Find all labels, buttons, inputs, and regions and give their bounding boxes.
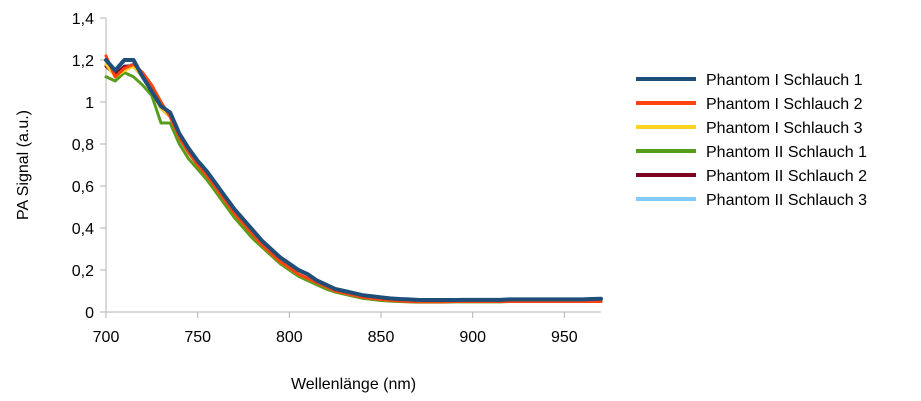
legend-label-3: Phantom I Schlauch 3	[706, 120, 863, 137]
y-tick-label: 1	[85, 95, 94, 112]
y-tick-label: 1,4	[72, 11, 94, 28]
legend-label-4: Phantom II Schlauch 1	[706, 144, 867, 161]
x-tick-label: 850	[368, 329, 395, 346]
y-axis-title: PA Signal (a.u.)	[15, 110, 32, 220]
y-axis-ticks: 0 0,2 0,4 0,6 0,8 1 1,2 1,4	[72, 11, 106, 322]
legend-label-5: Phantom II Schlauch 2	[706, 168, 867, 185]
axes	[100, 18, 601, 313]
legend: Phantom I Schlauch 1 Phantom I Schlauch 2…	[636, 72, 867, 209]
x-tick-label: 950	[551, 329, 578, 346]
y-tick-label: 1,2	[72, 53, 94, 70]
y-tick-label: 0,4	[72, 221, 94, 238]
series-line-2	[104, 54, 603, 304]
series-lines	[104, 54, 603, 304]
legend-label-6: Phantom II Schlauch 3	[706, 192, 867, 209]
series-line-6	[104, 62, 603, 303]
x-tick-label: 750	[184, 329, 211, 346]
series-line-1	[104, 58, 603, 303]
y-tick-label: 0,2	[72, 263, 94, 280]
x-tick-label: 900	[459, 329, 486, 346]
x-axis-ticks: 700 750 800 850 900 950	[93, 312, 578, 346]
series-line-5	[104, 64, 603, 303]
y-tick-label: 0,6	[72, 179, 94, 196]
series-line-4	[104, 71, 603, 304]
y-tick-label: 0,8	[72, 137, 94, 154]
x-tick-label: 800	[276, 329, 303, 346]
series-line-3	[104, 62, 603, 303]
legend-label-2: Phantom I Schlauch 2	[706, 96, 863, 113]
x-tick-label: 700	[93, 329, 120, 346]
legend-label-1: Phantom I Schlauch 1	[706, 72, 863, 89]
y-tick-label: 0	[85, 305, 94, 322]
x-axis-title: Wellenlänge (nm)	[291, 376, 416, 393]
